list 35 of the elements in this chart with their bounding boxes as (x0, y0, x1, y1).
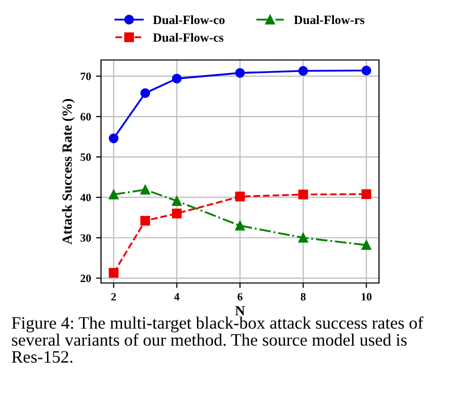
point (235, 68, 245, 78)
point (298, 66, 308, 76)
caption: Figure 4: The multi-target black-box attack success rates of several variants of our method. The source model used is Res-152. (12, 316, 424, 363)
x-tick-label: 6 (238, 293, 242, 301)
point (140, 184, 150, 195)
x-tick-label: 2 (111, 293, 116, 300)
legend-label: Dual-Flow-rs (294, 15, 364, 24)
point (108, 268, 118, 278)
x-tick-label: 4 (174, 293, 180, 300)
point (108, 134, 118, 144)
point (362, 189, 372, 199)
point (362, 240, 372, 250)
point (298, 232, 308, 243)
y-tick-label: 40 (80, 194, 91, 202)
point (298, 190, 308, 200)
x-tick-label: 10 (362, 293, 372, 301)
legend-label: Dual-Flow-co (153, 15, 225, 24)
point (172, 74, 182, 84)
point (108, 190, 118, 200)
x-axis-title: N (235, 306, 245, 316)
y-tick-label: 70 (80, 72, 91, 80)
y-axis-title: Attack Success Rate (%) (62, 99, 75, 244)
x-tick-label: 8 (300, 293, 306, 301)
y-tick-label: 60 (80, 113, 91, 121)
y-tick-label: 50 (80, 153, 91, 161)
point (235, 192, 245, 202)
legend-label: Dual-Flow-cs (153, 32, 224, 42)
y-tick-label: 30 (80, 234, 91, 242)
point (140, 88, 150, 98)
point (140, 216, 150, 226)
y-tick-label: 20 (80, 274, 91, 282)
point (172, 196, 182, 206)
point (362, 66, 372, 76)
point (172, 208, 182, 218)
point (235, 220, 245, 230)
